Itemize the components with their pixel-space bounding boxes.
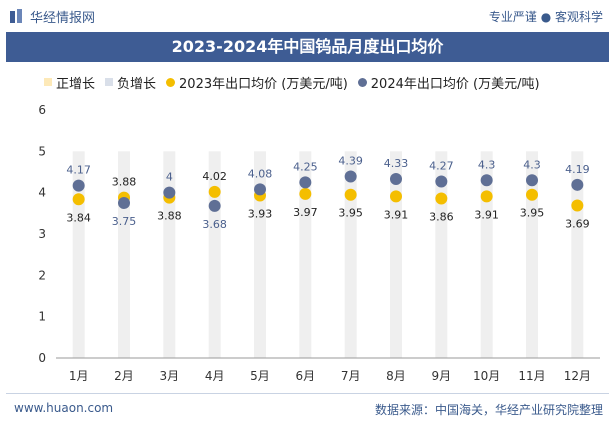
header-slogan: 专业严谨 ● 客观科学 bbox=[488, 10, 603, 24]
y-tick-label: 5 bbox=[38, 144, 46, 158]
point-2024 bbox=[571, 178, 584, 191]
background-column bbox=[526, 151, 538, 358]
x-tick-label: 7月 bbox=[341, 369, 361, 383]
point-2023 bbox=[390, 190, 402, 203]
data-label-2023: 3.95 bbox=[520, 207, 545, 220]
data-label-2024: 4.39 bbox=[338, 155, 363, 168]
point-2024 bbox=[526, 174, 538, 187]
point-2024 bbox=[344, 170, 357, 183]
x-tick-label: 11月 bbox=[518, 369, 545, 383]
logo-icon bbox=[10, 9, 22, 23]
y-tick-label: 1 bbox=[38, 310, 46, 324]
x-tick-label: 8月 bbox=[386, 369, 406, 383]
background-column bbox=[390, 151, 402, 358]
x-tick-label: 1月 bbox=[69, 369, 89, 383]
data-label-2024: 4.19 bbox=[565, 163, 590, 176]
data-label-2024: 4 bbox=[166, 171, 173, 184]
point-2024 bbox=[72, 179, 85, 192]
point-2023 bbox=[208, 185, 221, 198]
background-column bbox=[480, 151, 493, 358]
x-tick-label: 6月 bbox=[296, 369, 316, 383]
data-label-2024: 3.68 bbox=[202, 218, 227, 231]
data-label-2024: 4.17 bbox=[66, 164, 91, 177]
header-bar: 华经情报网 专业严谨 ● 客观科学 bbox=[0, 0, 615, 32]
data-label-2024: 4.27 bbox=[429, 160, 454, 173]
data-label-2023: 3.86 bbox=[429, 210, 454, 223]
data-label-2024: 4.25 bbox=[293, 160, 318, 173]
x-tick-label: 4月 bbox=[205, 369, 225, 383]
point-2024 bbox=[299, 176, 312, 189]
background-column bbox=[344, 151, 357, 358]
x-tick-label: 10月 bbox=[473, 369, 500, 383]
point-2024 bbox=[118, 197, 130, 209]
data-label-2023: 3.91 bbox=[474, 208, 499, 221]
data-label-2023: 3.84 bbox=[66, 211, 91, 224]
point-2023 bbox=[571, 199, 584, 212]
point-2024 bbox=[208, 199, 221, 212]
legend-item-2024: 2024年出口均价 (万美元/吨) bbox=[357, 73, 540, 92]
legend: 正增长 负增长 2023年出口均价 (万美元/吨) 2024年出口均价 (万美元… bbox=[44, 73, 550, 92]
title-bar: 2023-2024年中国钨品月度出口均价 bbox=[6, 32, 609, 62]
point-2023 bbox=[526, 188, 538, 201]
y-tick-label: 0 bbox=[38, 351, 46, 365]
data-label-2023: 3.93 bbox=[248, 208, 273, 221]
data-label-2023: 3.69 bbox=[565, 217, 590, 230]
point-2024 bbox=[480, 174, 493, 187]
legend-label: 正增长 bbox=[56, 76, 96, 92]
footer-divider bbox=[6, 393, 609, 394]
data-label-2023: 3.88 bbox=[157, 210, 182, 223]
footer-source: 数据来源：中国海关，华经产业研究院整理 bbox=[374, 403, 603, 417]
legend-swatch bbox=[44, 78, 52, 86]
background-column bbox=[299, 151, 312, 358]
point-2024 bbox=[254, 183, 266, 196]
point-2023 bbox=[299, 187, 312, 200]
legend-item-negative: 负增长 bbox=[105, 73, 156, 92]
legend-label: 2023年出口均价 (万美元/吨) bbox=[179, 76, 348, 92]
point-2024 bbox=[435, 175, 448, 188]
point-2024 bbox=[163, 186, 176, 199]
background-column bbox=[163, 151, 176, 358]
point-2024 bbox=[390, 173, 402, 186]
background-column bbox=[254, 151, 266, 358]
x-tick-label: 12月 bbox=[564, 369, 591, 383]
point-2023 bbox=[480, 190, 493, 203]
data-label-2024: 4.3 bbox=[478, 158, 496, 171]
footer-website: www.huaon.com bbox=[14, 401, 114, 415]
point-2023 bbox=[435, 192, 448, 205]
x-tick-label: 9月 bbox=[432, 369, 452, 383]
data-label-2023: 3.88 bbox=[112, 176, 137, 189]
y-tick-label: 2 bbox=[38, 268, 46, 282]
legend-label: 负增长 bbox=[117, 76, 157, 92]
x-tick-label: 3月 bbox=[160, 369, 180, 383]
data-label-2023: 3.95 bbox=[338, 207, 363, 220]
legend-item-positive: 正增长 bbox=[44, 73, 95, 92]
chart-title: 2023-2024年中国钨品月度出口均价 bbox=[171, 37, 444, 56]
data-label-2024: 3.75 bbox=[112, 215, 137, 228]
legend-swatch bbox=[105, 78, 114, 86]
point-2023 bbox=[72, 193, 85, 206]
legend-label: 2024年出口均价 (万美元/吨) bbox=[370, 76, 540, 92]
data-label-2023: 4.02 bbox=[202, 170, 227, 183]
legend-swatch bbox=[357, 77, 367, 87]
data-label-2024: 4.33 bbox=[384, 157, 409, 170]
legend-swatch bbox=[166, 77, 176, 87]
y-tick-label: 3 bbox=[38, 227, 46, 241]
data-label-2023: 3.91 bbox=[384, 208, 409, 221]
brand-name: 华经情报网 bbox=[30, 11, 96, 26]
x-tick-label: 2月 bbox=[114, 369, 134, 383]
y-tick-label: 4 bbox=[38, 186, 46, 200]
data-label-2023: 3.97 bbox=[293, 206, 318, 219]
y-tick-label: 6 bbox=[38, 103, 46, 117]
data-label-2024: 4.3 bbox=[523, 158, 541, 171]
legend-item-2023: 2023年出口均价 (万美元/吨) bbox=[166, 73, 348, 92]
point-2023 bbox=[344, 188, 357, 201]
data-label-2024: 4.08 bbox=[248, 167, 273, 180]
x-tick-label: 5月 bbox=[250, 369, 270, 383]
